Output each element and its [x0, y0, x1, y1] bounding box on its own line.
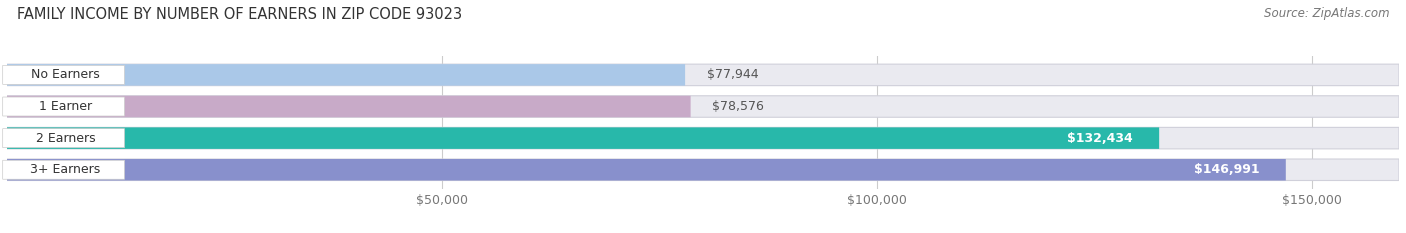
Text: FAMILY INCOME BY NUMBER OF EARNERS IN ZIP CODE 93023: FAMILY INCOME BY NUMBER OF EARNERS IN ZI… — [17, 7, 463, 22]
FancyBboxPatch shape — [7, 96, 1399, 117]
Text: 2 Earners: 2 Earners — [35, 132, 96, 145]
FancyBboxPatch shape — [7, 64, 1399, 86]
Text: $132,434: $132,434 — [1067, 132, 1133, 145]
FancyBboxPatch shape — [7, 127, 1159, 149]
FancyBboxPatch shape — [7, 127, 1399, 149]
FancyBboxPatch shape — [7, 96, 690, 117]
Text: 1 Earner: 1 Earner — [39, 100, 91, 113]
Text: Source: ZipAtlas.com: Source: ZipAtlas.com — [1264, 7, 1389, 20]
Text: 3+ Earners: 3+ Earners — [31, 163, 101, 176]
FancyBboxPatch shape — [3, 97, 125, 116]
FancyBboxPatch shape — [7, 64, 685, 86]
FancyBboxPatch shape — [3, 160, 125, 179]
FancyBboxPatch shape — [3, 129, 125, 148]
FancyBboxPatch shape — [3, 65, 125, 84]
Text: $146,991: $146,991 — [1194, 163, 1260, 176]
Text: No Earners: No Earners — [31, 69, 100, 81]
Text: $77,944: $77,944 — [707, 69, 758, 81]
Text: $78,576: $78,576 — [713, 100, 765, 113]
FancyBboxPatch shape — [7, 159, 1286, 181]
FancyBboxPatch shape — [7, 159, 1399, 181]
